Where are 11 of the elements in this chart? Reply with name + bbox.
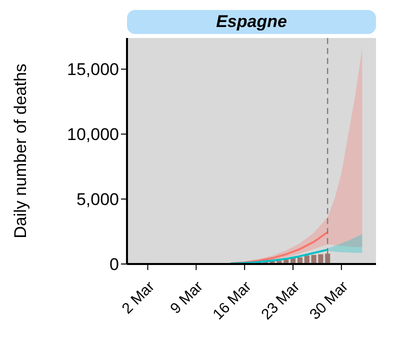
x-tick-label: 23 Mar — [258, 278, 304, 324]
y-tick-label: 15,000 — [67, 60, 119, 80]
y-tick-label: 5,000 — [76, 190, 119, 210]
x-tick-label: 2 Mar — [118, 278, 158, 318]
chart-title: Espagne — [127, 10, 376, 34]
y-tick-label: 0 — [110, 255, 119, 274]
y-tick-label: 10,000 — [67, 125, 119, 144]
x-tick-label: 9 Mar — [167, 278, 206, 318]
x-tick-label: 16 Mar — [210, 278, 255, 324]
x-tick-label: 30 Mar — [306, 278, 352, 324]
y-axis-title: Daily number of deaths — [11, 64, 30, 238]
